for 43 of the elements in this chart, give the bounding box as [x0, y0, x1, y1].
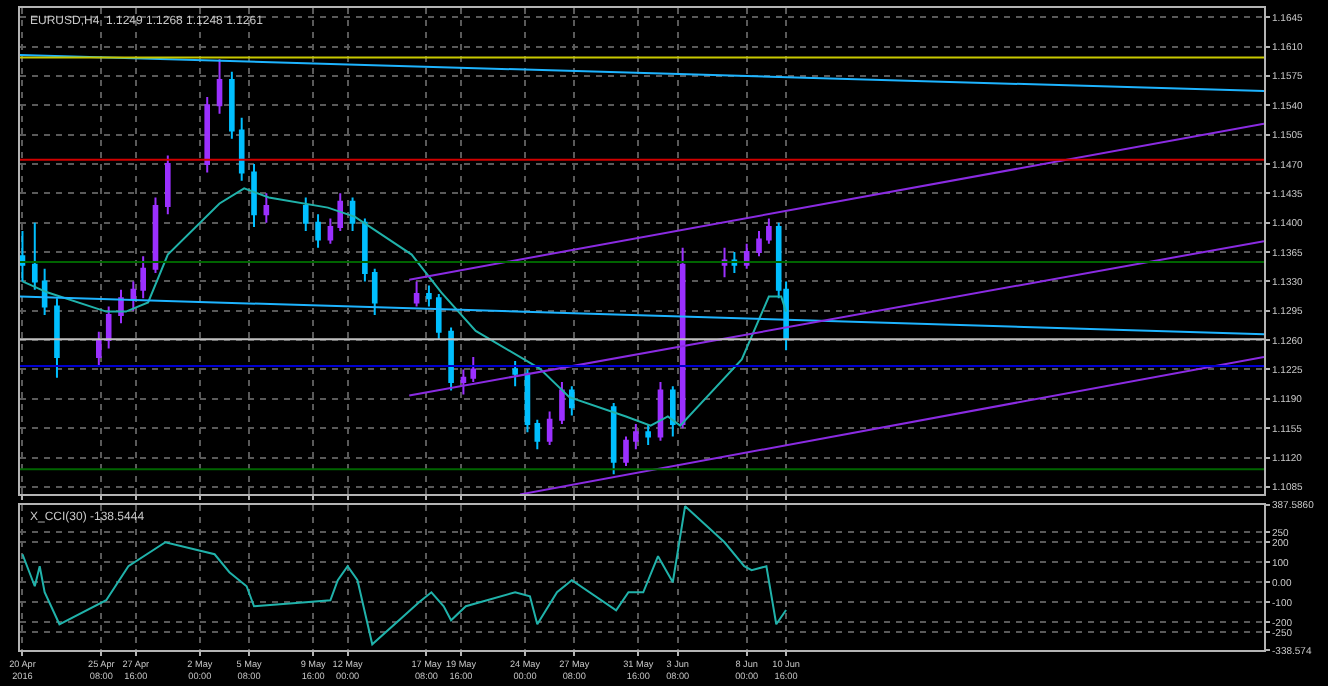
candlestick — [20, 230, 26, 283]
candlestick — [470, 355, 477, 384]
candlestick — [337, 192, 344, 233]
candlestick — [96, 330, 102, 367]
candlestick — [743, 242, 750, 270]
candlestick — [448, 326, 454, 392]
candlestick — [229, 70, 235, 140]
candlestick — [546, 410, 553, 446]
candlestick — [657, 381, 664, 442]
candlestick — [426, 284, 432, 308]
candlestick — [251, 163, 257, 228]
candlestick — [669, 385, 676, 438]
candlestick — [315, 213, 321, 249]
candlestick — [140, 255, 146, 300]
candlestick — [302, 196, 309, 233]
candlestick — [327, 217, 334, 245]
candlestick — [721, 246, 728, 279]
line-series — [21, 505, 788, 646]
candlestick — [204, 95, 211, 174]
candlestick — [534, 418, 541, 451]
candlestick — [105, 305, 112, 350]
candlestick — [216, 58, 223, 115]
candlestick — [371, 267, 378, 316]
candlestick — [165, 154, 171, 216]
candlestick — [413, 280, 420, 308]
candlestick — [31, 221, 38, 291]
candlestick — [645, 422, 651, 446]
candlestick — [568, 385, 575, 417]
candlestick — [460, 368, 467, 396]
candlestick — [263, 192, 270, 224]
candlestick — [559, 381, 565, 425]
candlestick — [512, 360, 518, 388]
candlestick — [54, 297, 60, 379]
candlestick — [362, 217, 368, 283]
line-series — [21, 187, 788, 427]
candlestick — [435, 292, 442, 342]
candlestick — [41, 267, 48, 316]
candlestick — [633, 422, 639, 451]
candlestick — [766, 217, 772, 245]
candlestick — [623, 435, 629, 467]
candlestick — [238, 116, 245, 182]
candlestick — [130, 280, 137, 312]
candlestick — [756, 230, 762, 258]
